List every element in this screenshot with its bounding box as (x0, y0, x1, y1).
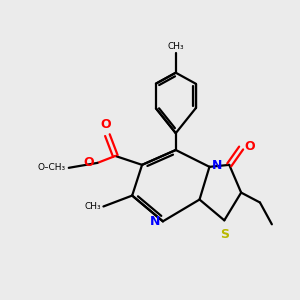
Text: CH₃: CH₃ (84, 202, 101, 211)
Text: N: N (212, 159, 223, 172)
Text: O–CH₃: O–CH₃ (38, 163, 66, 172)
Text: O: O (100, 118, 111, 131)
Text: O: O (83, 156, 94, 170)
Text: N: N (150, 215, 160, 228)
Text: S: S (220, 228, 229, 241)
Text: CH₃: CH₃ (167, 42, 184, 51)
Text: O: O (244, 140, 255, 153)
